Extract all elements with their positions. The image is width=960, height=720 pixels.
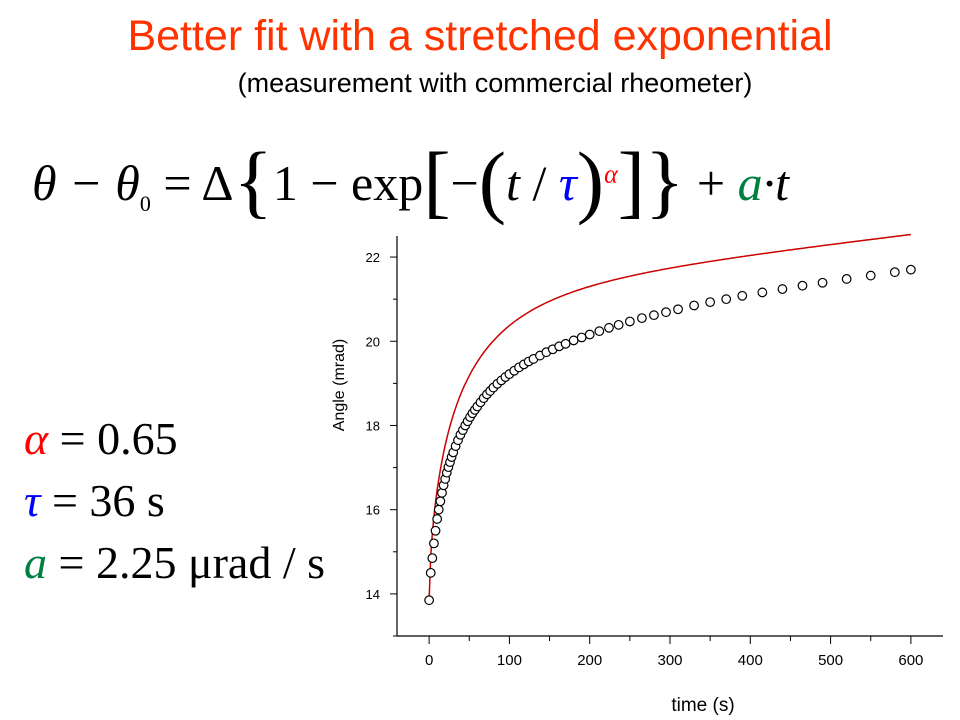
slide-subtitle: (measurement with commercial rheometer)	[237, 68, 753, 98]
data-point	[624, 316, 635, 327]
param-alpha-value: = 0.65	[48, 413, 178, 464]
data-point	[435, 496, 446, 507]
bracket-close: ]	[617, 135, 646, 226]
y-tick-label: 14	[366, 587, 380, 602]
data-point	[604, 322, 614, 333]
param-tau-value: = 36 s	[40, 475, 165, 526]
x-tick-label: 200	[577, 652, 602, 669]
param-a-symbol: a	[24, 537, 47, 588]
param-alpha-symbol: α	[24, 413, 49, 464]
data-point	[560, 338, 571, 349]
param-a-value: = 2.25 μrad / s	[47, 537, 326, 588]
eq-equals-delta: = Δ	[150, 155, 234, 211]
data-point	[433, 504, 444, 515]
data-point	[636, 313, 647, 324]
y-tick-label: 18	[366, 418, 380, 433]
data-point	[425, 567, 436, 578]
data-point	[737, 290, 748, 301]
param-a: a = 2.25 μrad / s	[24, 540, 325, 586]
data-point	[594, 326, 605, 337]
param-tau-symbol: τ	[24, 475, 41, 526]
y-tick-label: 20	[366, 334, 380, 349]
paren-close: )	[576, 135, 605, 226]
data-point	[777, 284, 788, 294]
paren-open: (	[478, 135, 507, 226]
data-point	[427, 553, 438, 564]
data-point	[797, 280, 808, 291]
eq-minus: −	[450, 155, 479, 211]
data-point	[661, 307, 671, 318]
eq-lhs-sub: 0	[139, 191, 151, 216]
param-alpha: α = 0.65	[24, 416, 178, 462]
data-point	[757, 287, 768, 298]
eq-tau: τ	[558, 155, 577, 211]
data-point	[424, 595, 435, 606]
bracket-open: [	[423, 135, 451, 226]
chart-axes	[396, 236, 943, 637]
x-tick-label: 300	[657, 652, 682, 669]
brace-close: }	[645, 135, 685, 226]
data-point	[817, 277, 828, 288]
data-point	[649, 310, 659, 321]
fit-line	[428, 233, 911, 601]
data-point	[721, 294, 732, 305]
eq-a: a	[737, 155, 763, 211]
eq-slash: /	[519, 155, 559, 211]
x-tick-label: 400	[738, 652, 763, 669]
eq-plus: +	[684, 155, 738, 211]
x-tick-label: 100	[497, 652, 522, 669]
x-axis-label: time (s)	[671, 695, 734, 716]
data-point	[841, 274, 852, 284]
data-point	[689, 300, 699, 311]
data-point	[584, 329, 595, 340]
fit-layer	[428, 233, 911, 601]
brace-open: {	[233, 135, 273, 226]
data-point	[429, 538, 439, 549]
eq-t: t	[506, 155, 520, 211]
y-tick-label: 22	[366, 250, 380, 265]
y-tick-label: 16	[366, 503, 380, 518]
slide-title: Better fit with a stretched exponential	[127, 12, 833, 60]
chart-ticks: 0 100 200 300 400 500 600 14 16 18 20 22	[366, 250, 924, 669]
data-point	[865, 270, 876, 281]
data-point	[576, 332, 587, 343]
data-point	[613, 319, 624, 330]
data-point	[432, 514, 443, 524]
eq-dot-t: ·t	[762, 155, 790, 211]
data-point	[673, 304, 683, 315]
fit-equation: θ − θ0 = Δ{1 − exp[−(t / τ)α]} + a·t	[32, 140, 789, 222]
eq-one-minus-exp: 1 − exp	[272, 155, 424, 211]
y-axis-label: Angle (mrad)	[331, 339, 348, 431]
data-point	[889, 267, 900, 278]
data-points-layer	[424, 264, 916, 606]
param-tau: τ = 36 s	[24, 478, 165, 524]
x-tick-label: 500	[818, 652, 843, 669]
eq-lhs: θ − θ	[32, 155, 140, 211]
x-tick-label: 600	[898, 652, 923, 669]
data-point	[905, 264, 916, 275]
data-point	[705, 297, 716, 308]
x-tick-label: 0	[425, 652, 433, 669]
data-point	[568, 335, 579, 346]
eq-alpha-exponent: α	[604, 159, 618, 189]
data-point	[430, 525, 441, 536]
